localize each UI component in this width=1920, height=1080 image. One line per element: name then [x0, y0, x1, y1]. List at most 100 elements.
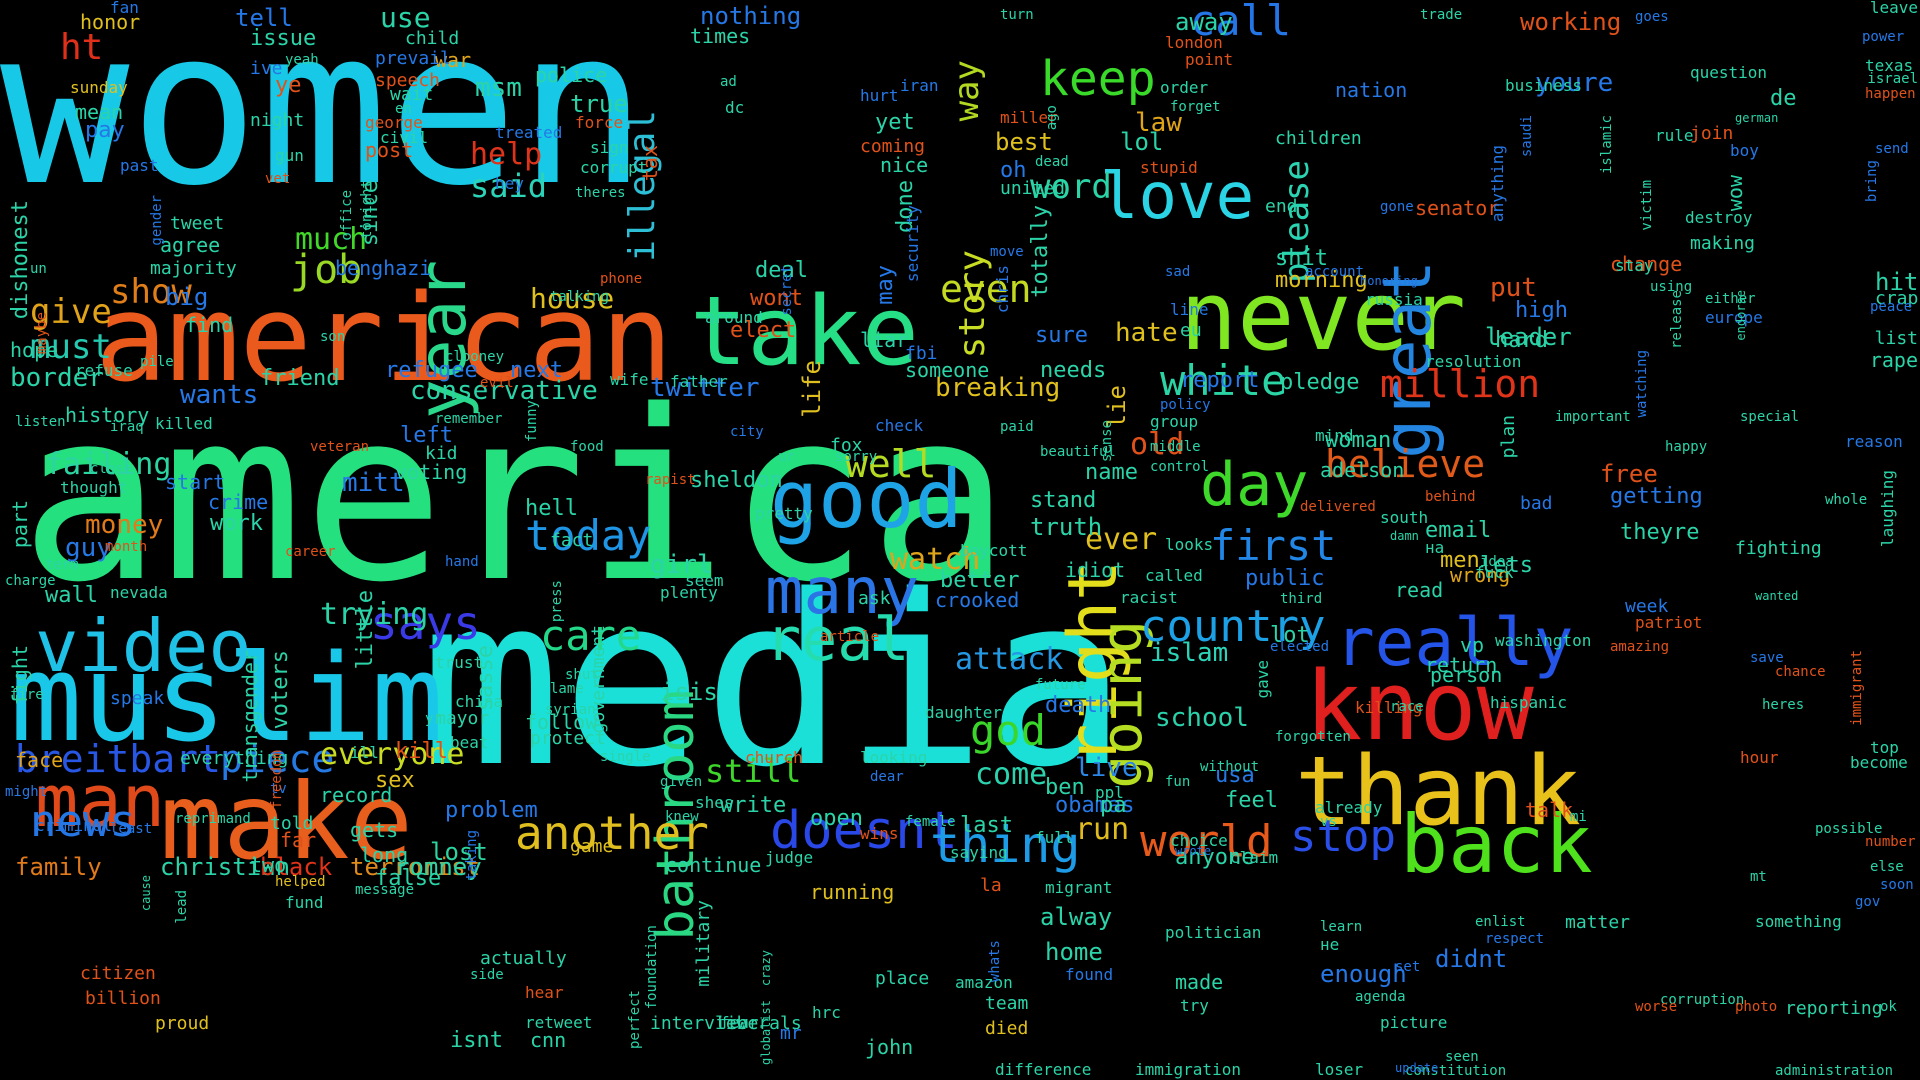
cloud-word: gov	[1855, 894, 1881, 910]
cloud-word: thought	[60, 478, 128, 497]
cloud-word: islamic	[1599, 115, 1615, 175]
cloud-word: keep	[1040, 51, 1156, 107]
cloud-word: deal	[755, 258, 808, 283]
cloud-word: show	[110, 272, 192, 312]
cloud-word: better	[940, 568, 1020, 593]
cloud-word: adelson	[1320, 458, 1405, 482]
cloud-word: corruption	[1660, 992, 1745, 1008]
cloud-word: doesnt	[770, 801, 958, 861]
cloud-word: racist	[1120, 588, 1178, 607]
cloud-word: fact	[550, 530, 594, 551]
cloud-word: hrc	[812, 1003, 841, 1022]
cloud-word: globalist	[759, 1000, 773, 1066]
cloud-word: islam	[1150, 638, 1229, 668]
cloud-word: daughter	[925, 703, 1003, 722]
cloud-word: london	[1165, 33, 1223, 52]
cloud-word: remember	[435, 411, 503, 427]
cloud-word: story	[952, 250, 993, 359]
cloud-word: russia	[1365, 290, 1423, 309]
cloud-word: mi	[1570, 809, 1587, 825]
cloud-word: person	[1430, 663, 1503, 687]
cloud-word: told	[270, 813, 314, 834]
cloud-word: chris	[993, 265, 1012, 314]
cloud-word: night	[250, 110, 305, 131]
cloud-word: press	[549, 580, 565, 623]
cloud-word: far	[280, 828, 317, 852]
cloud-word: killing	[1355, 698, 1423, 717]
cloud-word: enlist	[1475, 914, 1526, 930]
cloud-word: muslim	[10, 630, 444, 769]
cloud-word: phone	[600, 271, 643, 287]
cloud-word: funny	[524, 400, 540, 443]
cloud-word: working	[1520, 8, 1622, 36]
cloud-word: family	[15, 853, 102, 881]
cloud-word: rape	[1869, 348, 1918, 372]
cloud-word: else	[1870, 859, 1904, 875]
cloud-word: called	[1145, 566, 1203, 585]
cloud-word: loser	[1315, 1060, 1364, 1079]
cloud-word: american	[95, 270, 673, 409]
cloud-word: looks	[1165, 535, 1214, 554]
cloud-word: perfect	[627, 990, 643, 1050]
cloud-word: en	[395, 101, 412, 117]
cloud-word: george	[365, 113, 423, 132]
cloud-word: charge	[5, 573, 56, 589]
cloud-word: voters	[268, 650, 293, 730]
cloud-word: bad	[1520, 493, 1553, 514]
cloud-word: office	[339, 190, 355, 241]
cloud-word: john	[865, 1035, 914, 1059]
cloud-word: ago	[1044, 105, 1060, 131]
cloud-word: citizen	[80, 963, 156, 984]
cloud-word: making	[1690, 233, 1756, 254]
cloud-word: immigrant	[1849, 650, 1865, 726]
cloud-word: mind	[1315, 426, 1354, 445]
cloud-word: month	[105, 539, 148, 555]
cloud-word: christian	[160, 853, 291, 881]
cloud-word: feel	[1225, 788, 1278, 813]
cloud-word: something	[1755, 912, 1842, 931]
cloud-word: sheldon	[690, 468, 783, 493]
cloud-word: start	[165, 470, 226, 494]
cloud-word: send	[1875, 141, 1909, 157]
cloud-word: maybe	[34, 312, 50, 355]
cloud-word: retweet	[525, 1013, 593, 1032]
cloud-word: become	[1850, 753, 1908, 772]
cloud-word: know	[1305, 652, 1534, 762]
cloud-word: day	[1200, 450, 1309, 520]
cloud-word: veteran	[310, 439, 370, 455]
cloud-word: fire	[10, 687, 44, 703]
cloud-word: life	[798, 360, 826, 418]
cloud-word: victim	[1639, 180, 1655, 231]
cloud-word: secret	[779, 265, 795, 316]
cloud-word: war	[435, 48, 472, 72]
cloud-word: said	[470, 167, 548, 205]
cloud-word: another	[515, 806, 709, 860]
cloud-word: end	[1265, 196, 1298, 217]
cloud-word: ye	[275, 73, 302, 98]
cloud-word: power	[1862, 29, 1905, 45]
cloud-word: dead	[1035, 154, 1069, 170]
cloud-word: treated	[495, 123, 563, 142]
cloud-word: wrote	[1175, 844, 1212, 858]
cloud-word: rapist	[645, 472, 696, 488]
cloud-word: continue	[665, 853, 762, 877]
cloud-word: real	[765, 605, 910, 675]
cloud-word: hour	[1740, 748, 1779, 767]
cloud-word: forgotten	[1275, 729, 1351, 745]
cloud-word: number	[1865, 834, 1916, 850]
cloud-word: use	[380, 1, 431, 34]
cloud-word: mr	[780, 1023, 802, 1044]
cloud-word: lol	[1120, 128, 1164, 156]
cloud-word: iran	[900, 76, 939, 95]
cloud-word: make	[160, 761, 413, 883]
cloud-word: police	[535, 63, 608, 87]
cloud-word: ask	[858, 588, 891, 609]
cloud-word: issue	[250, 26, 317, 51]
cloud-word: wanted	[1755, 589, 1799, 603]
cloud-word: yeah	[285, 52, 319, 68]
cloud-word: evil	[480, 375, 514, 391]
cloud-word: watch	[890, 542, 981, 577]
cloud-word: school	[1155, 703, 1249, 733]
cloud-word: old	[1130, 427, 1185, 462]
cloud-word: believe	[1325, 442, 1486, 486]
